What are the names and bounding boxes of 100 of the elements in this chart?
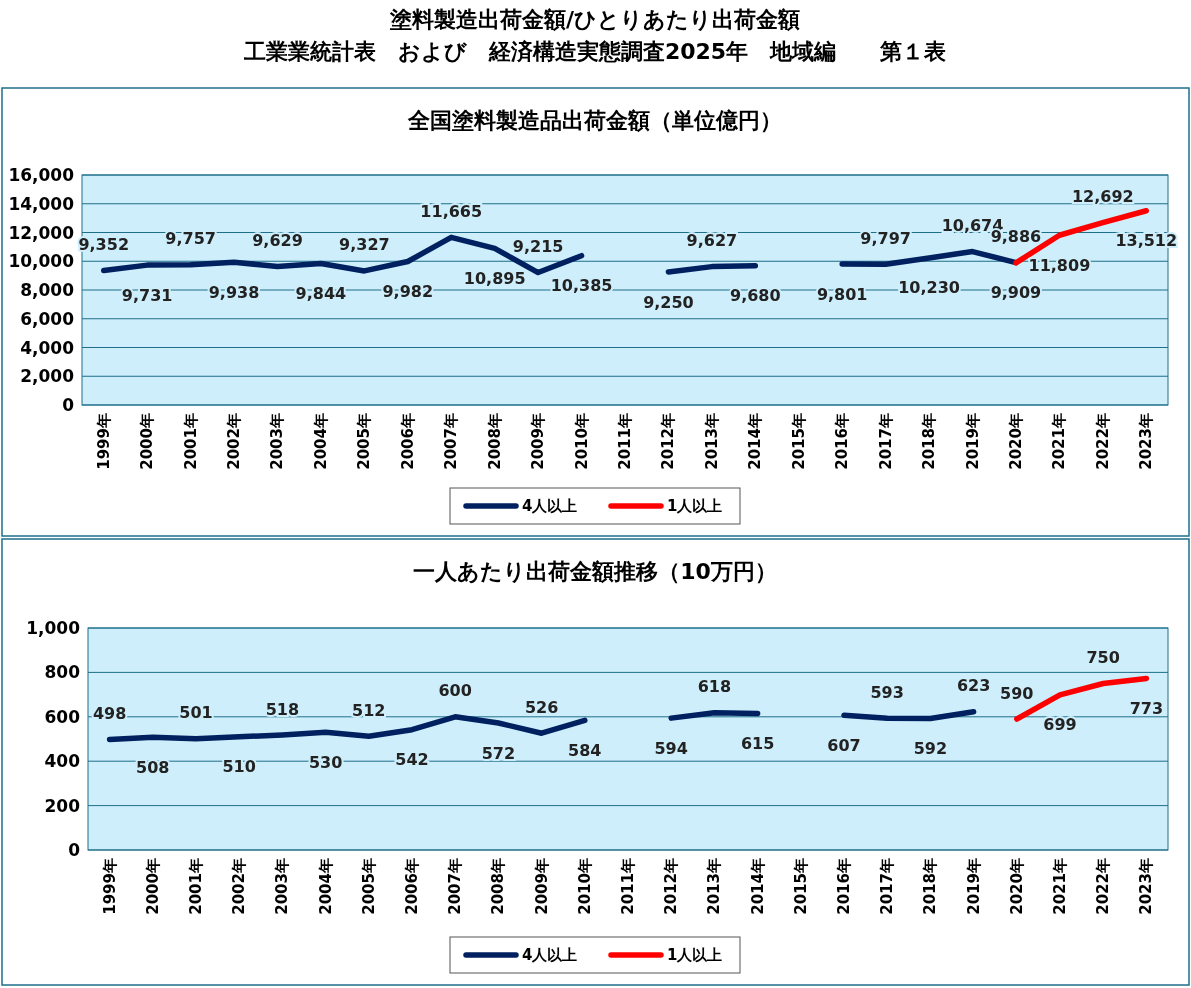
data-label: 9,801 xyxy=(816,284,868,304)
x-tick-label: 2014年 xyxy=(746,413,765,470)
y-tick-label: 10,000 xyxy=(8,251,75,272)
y-tick-label: 0 xyxy=(62,395,75,415)
x-tick-label: 2019年 xyxy=(964,858,983,915)
x-tick-label: 2008年 xyxy=(485,413,504,470)
x-tick-label: 2012年 xyxy=(659,413,678,470)
data-label: 10,230 xyxy=(898,278,960,298)
x-tick-label: 2018年 xyxy=(921,858,940,915)
x-tick-label: 2018年 xyxy=(920,413,939,470)
x-tick-label: 2022年 xyxy=(1093,413,1112,470)
data-label: 9,757 xyxy=(165,229,216,249)
x-tick-label: 2002年 xyxy=(230,858,249,915)
data-label: 518 xyxy=(265,699,300,719)
x-tick-label: 2015年 xyxy=(789,413,808,470)
data-label: 618 xyxy=(697,677,732,697)
data-label: 9,680 xyxy=(730,286,781,306)
x-tick-label: 2002年 xyxy=(225,413,244,470)
chart-title: 一人あたり出荷金額推移（10万円） xyxy=(413,559,777,584)
data-label: 11,809 xyxy=(1028,255,1091,275)
x-tick-label: 2005年 xyxy=(359,858,378,915)
x-tick-label: 2001年 xyxy=(181,413,200,470)
data-label: 592 xyxy=(913,739,948,759)
x-tick-label: 1999年 xyxy=(100,858,119,915)
data-label: 9,909 xyxy=(990,283,1042,303)
x-tick-label: 2001年 xyxy=(187,858,205,915)
y-tick-label: 8,000 xyxy=(20,280,75,300)
data-label: 9,215 xyxy=(512,237,564,257)
data-label: 750 xyxy=(1086,648,1120,667)
x-tick-label: 2004年 xyxy=(311,413,330,470)
data-label: 584 xyxy=(568,740,602,760)
data-label: 623 xyxy=(956,676,991,696)
data-label: 11,665 xyxy=(420,201,483,221)
x-tick-label: 2008年 xyxy=(489,858,508,915)
data-label: 572 xyxy=(481,743,516,763)
data-label: 9,844 xyxy=(295,283,347,303)
data-label: 699 xyxy=(1043,715,1077,735)
data-label: 10,895 xyxy=(463,268,526,288)
y-tick-label: 200 xyxy=(44,795,81,816)
data-label: 9,731 xyxy=(121,285,173,305)
x-tick-label: 2023年 xyxy=(1137,413,1156,470)
x-tick-label: 2023年 xyxy=(1137,858,1156,915)
x-tick-label: 2009年 xyxy=(532,858,551,915)
data-label: 9,627 xyxy=(686,231,738,251)
data-label: 9,629 xyxy=(252,231,303,251)
x-tick-label: 2021年 xyxy=(1050,413,1069,470)
x-tick-label: 1999年 xyxy=(94,413,113,470)
x-tick-label: 2009年 xyxy=(529,413,548,470)
y-tick-label: 6,000 xyxy=(20,308,75,329)
y-tick-label: 800 xyxy=(44,662,81,683)
data-label: 12,692 xyxy=(1071,187,1134,207)
x-tick-label: 2019年 xyxy=(963,413,982,470)
data-label: 607 xyxy=(827,735,861,755)
x-tick-label: 2016年 xyxy=(833,413,852,470)
x-tick-label: 2013年 xyxy=(702,413,721,470)
x-tick-label: 2010年 xyxy=(572,413,591,470)
y-tick-label: 1,000 xyxy=(26,618,81,638)
x-tick-label: 2007年 xyxy=(442,413,461,470)
data-label: 9,327 xyxy=(339,235,390,255)
text: 塗料製造出荷金額/ひとりあたり出荷金額 xyxy=(388,7,801,32)
x-tick-label: 2017年 xyxy=(878,858,897,915)
legend-label: 4人以上 xyxy=(522,497,578,515)
data-label: 9,352 xyxy=(78,235,130,255)
text: 工業業統計表 および 経済構造実態調査2025年 地域編 第１表 xyxy=(242,39,947,64)
y-tick-label: 12,000 xyxy=(8,222,75,243)
x-tick-label: 2000年 xyxy=(143,858,162,915)
x-tick-label: 2017年 xyxy=(876,413,895,470)
data-label: 773 xyxy=(1129,698,1164,718)
data-label: 600 xyxy=(438,681,472,701)
y-tick-label: 600 xyxy=(44,706,81,727)
x-tick-label: 2010年 xyxy=(575,858,594,915)
x-tick-label: 2005年 xyxy=(355,413,374,470)
legend-label: 1人以上 xyxy=(667,946,723,964)
data-label: 10,385 xyxy=(550,276,613,296)
y-tick-label: 4,000 xyxy=(20,337,75,358)
data-label: 13,512 xyxy=(1115,231,1178,251)
x-tick-label: 2012年 xyxy=(662,858,681,915)
data-label: 512 xyxy=(352,700,386,720)
data-label: 593 xyxy=(870,682,904,702)
x-tick-label: 2003年 xyxy=(273,858,292,915)
x-tick-label: 2021年 xyxy=(1051,858,1069,915)
y-tick-label: 2,000 xyxy=(20,366,75,387)
x-tick-label: 2020年 xyxy=(1007,858,1026,915)
data-label: 9,797 xyxy=(860,228,911,248)
x-tick-label: 2006年 xyxy=(398,413,417,470)
x-tick-label: 2000年 xyxy=(138,413,157,470)
y-tick-label: 0 xyxy=(68,840,81,860)
x-tick-label: 2003年 xyxy=(268,413,287,470)
data-label: 508 xyxy=(136,757,170,777)
x-tick-label: 2004年 xyxy=(316,858,335,915)
y-tick-label: 400 xyxy=(44,751,81,772)
x-tick-label: 2013年 xyxy=(705,858,724,915)
data-label: 590 xyxy=(1000,683,1034,703)
x-tick-label: 2015年 xyxy=(791,858,810,915)
data-label: 9,250 xyxy=(643,292,694,312)
x-tick-label: 2006年 xyxy=(403,858,421,915)
x-tick-label: 2016年 xyxy=(835,858,853,915)
data-label: 526 xyxy=(524,697,559,717)
y-tick-label: 16,000 xyxy=(8,165,75,185)
data-label: 594 xyxy=(654,738,688,758)
